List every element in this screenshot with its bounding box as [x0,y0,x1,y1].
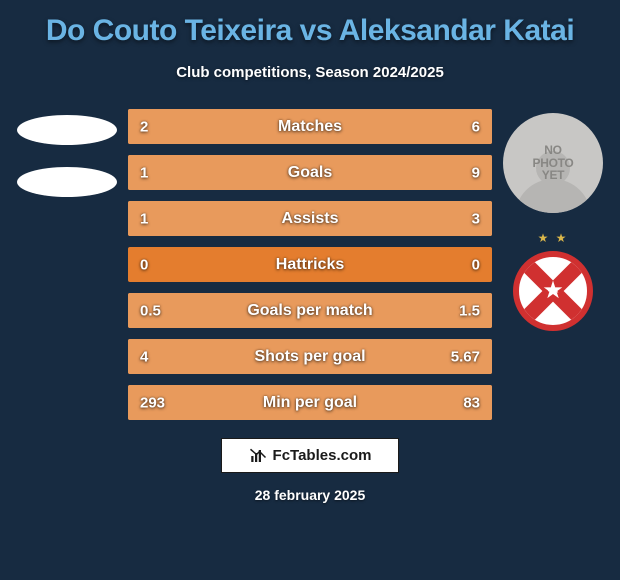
no-photo-line: NO [533,144,574,157]
stat-value-right: 1.5 [459,302,480,319]
stat-label: Min per goal [263,394,357,412]
subtitle: Club competitions, Season 2024/2025 [8,64,612,81]
stat-value-right: 83 [463,394,480,411]
stat-value-left: 0.5 [140,302,161,319]
bar-right-fill [219,109,492,144]
stat-label: Goals [288,164,332,182]
stat-label: Assists [282,210,339,228]
stat-value-right: 5.67 [451,348,480,365]
stat-value-left: 4 [140,348,148,365]
stat-value-left: 1 [140,210,148,227]
stat-row: 293 83 Min per goal [128,385,492,420]
stat-label: Shots per goal [254,348,365,366]
stat-row: 1 9 Goals [128,155,492,190]
date-label: 28 february 2025 [8,487,612,503]
stat-value-left: 293 [140,394,165,411]
stat-value-left: 1 [140,164,148,181]
stat-row: 2 6 Matches [128,109,492,144]
crest-stars-icon: ★ ★ [538,231,569,245]
no-photo-line: YET [533,169,574,182]
stat-label: Hattricks [276,256,344,274]
club-crest: ★ ★ ★ ΦK [507,245,599,337]
page-title: Do Couto Teixeira vs Aleksandar Katai [8,14,612,48]
brand-text: FcTables.com [273,447,372,464]
stats-bars: 2 6 Matches 1 9 Goals 1 3 Assists 0 0 Hattricks 0.5 1… [124,109,496,420]
stat-value-left: 0 [140,256,148,273]
stat-row: 0.5 1.5 Goals per match [128,293,492,328]
stat-label: Matches [278,118,342,136]
stat-value-right: 9 [472,164,480,181]
stat-value-right: 3 [472,210,480,227]
stat-value-right: 6 [472,118,480,135]
player-photo-placeholder: NO PHOTO YET [503,113,603,213]
stat-row: 0 0 Hattricks [128,247,492,282]
stat-value-right: 0 [472,256,480,273]
crest-text: ΦK [548,288,559,295]
comparison-card: Do Couto Teixeira vs Aleksandar Katai Cl… [0,0,620,580]
left-player-column [10,109,124,197]
stat-row: 4 5.67 Shots per goal [128,339,492,374]
stat-label: Goals per match [247,302,372,320]
chart-icon [249,447,267,465]
stat-value-left: 2 [140,118,148,135]
body: 2 6 Matches 1 9 Goals 1 3 Assists 0 0 Hattricks 0.5 1… [8,109,612,420]
right-player-column: NO PHOTO YET ★ ★ ★ ΦK [496,109,610,337]
stat-row: 1 3 Assists [128,201,492,236]
bar-right-fill [219,201,492,236]
no-photo-text: NO PHOTO YET [533,144,574,182]
player-photo-placeholder [17,115,117,145]
club-crest-placeholder [17,167,117,197]
brand-badge[interactable]: FcTables.com [221,438,399,473]
